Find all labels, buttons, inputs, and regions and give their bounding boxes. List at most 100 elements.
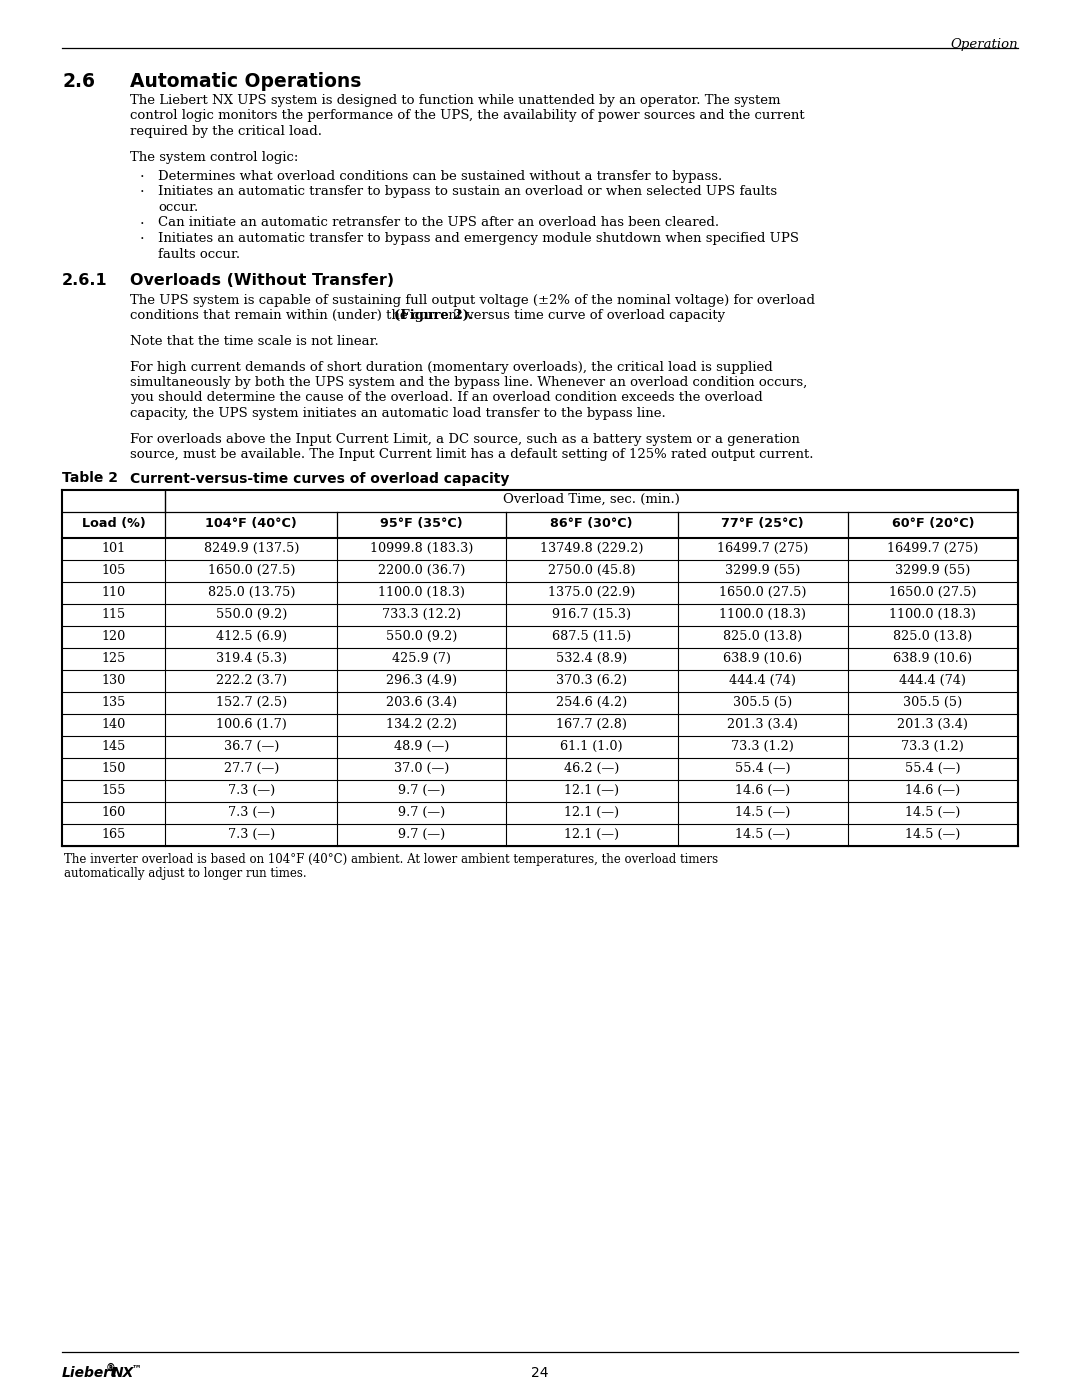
Text: 145: 145 — [102, 739, 125, 753]
Text: Operation: Operation — [950, 38, 1018, 52]
Text: 638.9 (10.6): 638.9 (10.6) — [724, 651, 802, 665]
Text: 55.4 (—): 55.4 (—) — [905, 761, 961, 774]
Text: 27.7 (—): 27.7 (—) — [224, 761, 279, 774]
Text: Note that the time scale is not linear.: Note that the time scale is not linear. — [130, 335, 379, 348]
Text: occur.: occur. — [158, 201, 199, 214]
Text: 2.6.1: 2.6.1 — [62, 272, 108, 288]
Text: 825.0 (13.8): 825.0 (13.8) — [724, 630, 802, 643]
Text: 104°F (40°C): 104°F (40°C) — [205, 517, 297, 529]
Text: The Liebert NX UPS system is designed to function while unattended by an operato: The Liebert NX UPS system is designed to… — [130, 94, 781, 108]
Text: For high current demands of short duration (momentary overloads), the critical l: For high current demands of short durati… — [130, 360, 773, 373]
Text: Initiates an automatic transfer to bypass and emergency module shutdown when spe: Initiates an automatic transfer to bypas… — [158, 232, 799, 244]
Text: 61.1 (1.0): 61.1 (1.0) — [561, 739, 623, 753]
Text: 425.9 (7): 425.9 (7) — [392, 651, 451, 665]
Text: 532.4 (8.9): 532.4 (8.9) — [556, 651, 627, 665]
Text: The inverter overload is based on 104°F (40°C) ambient. At lower ambient tempera: The inverter overload is based on 104°F … — [64, 854, 718, 866]
Text: ·: · — [140, 170, 145, 184]
Text: 444.4 (74): 444.4 (74) — [729, 673, 796, 686]
Text: 14.6 (—): 14.6 (—) — [905, 784, 960, 796]
Text: 14.5 (—): 14.5 (—) — [905, 806, 960, 819]
Text: faults occur.: faults occur. — [158, 247, 240, 260]
Text: 150: 150 — [102, 761, 125, 774]
Text: automatically adjust to longer run times.: automatically adjust to longer run times… — [64, 868, 307, 880]
Text: 2750.0 (45.8): 2750.0 (45.8) — [548, 563, 635, 577]
Text: For overloads above the Input Current Limit, a DC source, such as a battery syst: For overloads above the Input Current Li… — [130, 433, 800, 446]
Text: 825.0 (13.75): 825.0 (13.75) — [207, 585, 295, 598]
Text: 7.3 (—): 7.3 (—) — [228, 827, 275, 841]
Text: 2.6: 2.6 — [62, 73, 95, 91]
Text: 12.1 (—): 12.1 (—) — [564, 806, 619, 819]
Text: 86°F (30°C): 86°F (30°C) — [551, 517, 633, 529]
Text: 1100.0 (18.3): 1100.0 (18.3) — [719, 608, 807, 620]
Text: The UPS system is capable of sustaining full output voltage (±2% of the nominal : The UPS system is capable of sustaining … — [130, 293, 815, 307]
Text: 73.3 (1.2): 73.3 (1.2) — [902, 739, 964, 753]
Text: 36.7 (—): 36.7 (—) — [224, 739, 279, 753]
Text: 13749.8 (229.2): 13749.8 (229.2) — [540, 542, 644, 555]
Text: 412.5 (6.9): 412.5 (6.9) — [216, 630, 287, 643]
Text: 95°F (35°C): 95°F (35°C) — [380, 517, 462, 529]
Text: 1100.0 (18.3): 1100.0 (18.3) — [890, 608, 976, 620]
Text: simultaneously by both the UPS system and the bypass line. Whenever an overload : simultaneously by both the UPS system an… — [130, 376, 807, 388]
Text: 201.3 (3.4): 201.3 (3.4) — [727, 718, 798, 731]
Text: 37.0 (—): 37.0 (—) — [394, 761, 449, 774]
Text: 160: 160 — [102, 806, 125, 819]
Text: 201.3 (3.4): 201.3 (3.4) — [897, 718, 969, 731]
Text: 254.6 (4.2): 254.6 (4.2) — [556, 696, 627, 708]
Text: 9.7 (—): 9.7 (—) — [397, 806, 445, 819]
Text: 110: 110 — [102, 585, 125, 598]
Text: 1650.0 (27.5): 1650.0 (27.5) — [207, 563, 295, 577]
Text: 24: 24 — [531, 1366, 549, 1380]
Text: 203.6 (3.4): 203.6 (3.4) — [386, 696, 457, 708]
Text: you should determine the cause of the overload. If an overload condition exceeds: you should determine the cause of the ov… — [130, 391, 762, 405]
Text: 14.5 (—): 14.5 (—) — [905, 827, 960, 841]
Text: 9.7 (—): 9.7 (—) — [397, 784, 445, 796]
Text: 140: 140 — [102, 718, 125, 731]
Text: Determines what overload conditions can be sustained without a transfer to bypas: Determines what overload conditions can … — [158, 170, 723, 183]
Text: NX: NX — [112, 1366, 134, 1380]
Text: 14.5 (—): 14.5 (—) — [735, 806, 791, 819]
Text: Load (%): Load (%) — [82, 517, 146, 529]
Text: 10999.8 (183.3): 10999.8 (183.3) — [369, 542, 473, 555]
Text: 14.6 (—): 14.6 (—) — [735, 784, 791, 796]
Text: 152.7 (2.5): 152.7 (2.5) — [216, 696, 287, 708]
Text: 825.0 (13.8): 825.0 (13.8) — [893, 630, 973, 643]
Text: 296.3 (4.9): 296.3 (4.9) — [386, 673, 457, 686]
Text: 319.4 (5.3): 319.4 (5.3) — [216, 651, 287, 665]
Text: 16499.7 (275): 16499.7 (275) — [717, 542, 809, 555]
Text: ·: · — [140, 217, 145, 231]
Text: 550.0 (9.2): 550.0 (9.2) — [216, 608, 287, 620]
Text: 370.3 (6.2): 370.3 (6.2) — [556, 673, 627, 686]
Text: 1375.0 (22.9): 1375.0 (22.9) — [548, 585, 635, 598]
Text: Table 2: Table 2 — [62, 472, 118, 486]
Text: 444.4 (74): 444.4 (74) — [900, 673, 967, 686]
Text: 155: 155 — [102, 784, 126, 796]
Text: 120: 120 — [102, 630, 125, 643]
Text: conditions that remain within (under) the current versus time curve of overload : conditions that remain within (under) th… — [130, 310, 729, 323]
Text: 100.6 (1.7): 100.6 (1.7) — [216, 718, 286, 731]
Text: Automatic Operations: Automatic Operations — [130, 73, 362, 91]
Text: 3299.9 (55): 3299.9 (55) — [725, 563, 800, 577]
Text: 9.7 (—): 9.7 (—) — [397, 827, 445, 841]
Text: 916.7 (15.3): 916.7 (15.3) — [552, 608, 631, 620]
Text: 733.3 (12.2): 733.3 (12.2) — [382, 608, 461, 620]
Text: 222.2 (3.7): 222.2 (3.7) — [216, 673, 287, 686]
Text: 14.5 (—): 14.5 (—) — [735, 827, 791, 841]
Text: The system control logic:: The system control logic: — [130, 151, 298, 163]
Text: 46.2 (—): 46.2 (—) — [564, 761, 619, 774]
Text: (Figure 2).: (Figure 2). — [394, 310, 473, 323]
Text: 687.5 (11.5): 687.5 (11.5) — [552, 630, 631, 643]
Text: 167.7 (2.8): 167.7 (2.8) — [556, 718, 627, 731]
Text: 77°F (25°C): 77°F (25°C) — [721, 517, 805, 529]
Text: 12.1 (—): 12.1 (—) — [564, 827, 619, 841]
Text: 130: 130 — [102, 673, 125, 686]
Text: Overload Time, sec. (min.): Overload Time, sec. (min.) — [503, 493, 680, 506]
Text: ™: ™ — [132, 1363, 141, 1373]
Text: Initiates an automatic transfer to bypass to sustain an overload or when selecte: Initiates an automatic transfer to bypas… — [158, 186, 778, 198]
Text: 305.5 (5): 305.5 (5) — [733, 696, 793, 708]
Text: 305.5 (5): 305.5 (5) — [903, 696, 962, 708]
Text: 55.4 (—): 55.4 (—) — [734, 761, 791, 774]
Text: 165: 165 — [102, 827, 125, 841]
Text: 48.9 (—): 48.9 (—) — [394, 739, 449, 753]
Text: 8249.9 (137.5): 8249.9 (137.5) — [203, 542, 299, 555]
Text: 135: 135 — [102, 696, 125, 708]
